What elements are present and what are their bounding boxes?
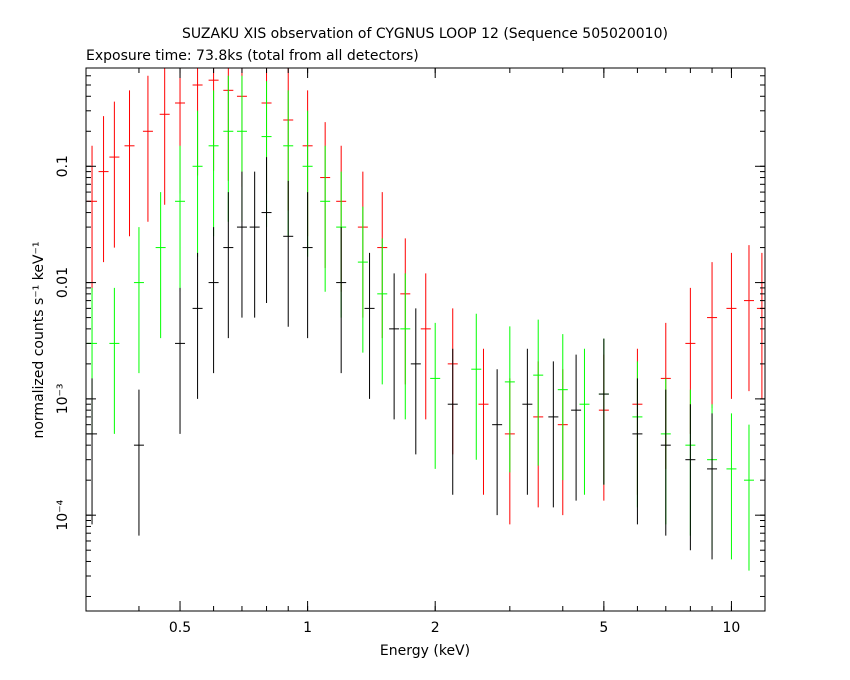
data-point [504,326,515,473]
data-point [133,389,144,536]
data-series [87,68,765,571]
x-tick-label: 5 [599,620,608,636]
data-point [447,348,458,495]
data-point [192,110,203,257]
y-axis-label: normalized counts s⁻¹ keV⁻¹ [31,241,47,438]
plot-frame [85,67,766,612]
data-point [155,192,166,339]
data-point [87,378,98,525]
data-point [492,369,503,516]
data-point [410,308,421,455]
y-tick-label: 10⁻³ [55,383,71,414]
data-point [364,252,375,399]
data-point [98,116,109,263]
data-point [533,319,544,466]
chart-title: SUZAKU XIS observation of CYGNUS LOOP 12… [182,26,668,42]
data-point [756,252,765,399]
data-point [707,413,718,560]
data-point [522,348,533,495]
data-point [192,252,203,399]
data-point [707,262,718,409]
data-point [109,101,120,248]
axis-ticks: 0.5 1 2 5 10 0.1 0.01 10⁻³ 10⁻⁴ [55,68,765,636]
data-point [598,338,609,485]
data-point [420,273,431,420]
data-point [632,378,643,525]
data-point [208,227,219,374]
data-point [557,334,568,481]
data-point [124,90,135,237]
y-tick-label: 0.1 [55,155,71,177]
data-point [389,273,400,420]
data-point [283,180,294,327]
data-point [236,171,247,318]
y-tick-label: 10⁻⁴ [55,499,71,530]
data-point [571,354,582,501]
chart-subtitle: Exposure time: 73.8ks (total from all de… [86,48,419,64]
data-point [320,145,331,292]
data-point [175,287,186,434]
x-tick-label: 10 [723,620,741,636]
data-point [223,192,234,339]
x-tick-label: 0.5 [169,620,191,636]
data-point [159,68,170,205]
data-point [261,157,272,304]
data-point [400,273,411,420]
data-point [249,171,260,318]
data-point [175,145,186,292]
data-point [336,227,347,374]
data-point [743,245,754,392]
data-point [548,361,559,508]
data-point [377,238,388,385]
data-point [87,145,98,292]
data-point [726,413,737,560]
data-point [660,389,671,536]
data-point [208,90,219,237]
data-point [685,404,696,551]
data-point [142,75,153,222]
data-point [726,252,737,399]
data-point [302,192,313,339]
data-point [109,287,120,434]
data-point [478,348,489,495]
data-point [430,322,441,469]
y-tick-label: 0.01 [55,267,71,298]
x-tick-label: 2 [431,620,440,636]
data-point [579,348,590,495]
x-tick-label: 1 [303,620,312,636]
data-point [471,313,482,460]
x-axis-label: Energy (keV) [380,643,470,659]
data-point [357,206,368,353]
data-point [743,424,754,571]
data-point [133,227,144,374]
